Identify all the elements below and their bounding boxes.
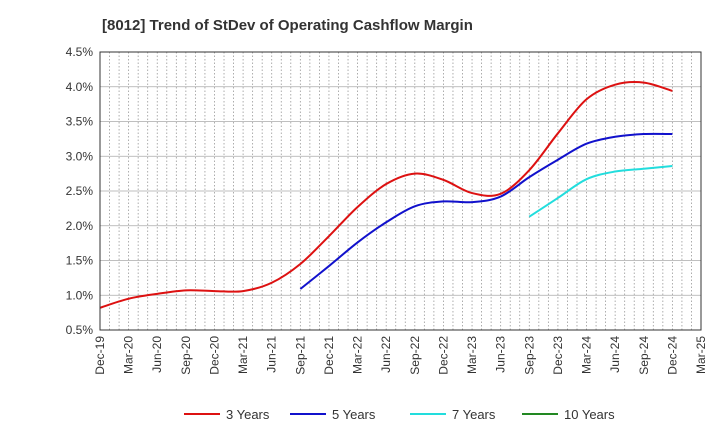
x-tick-label: Mar-23: [465, 336, 479, 374]
x-tick-label: Mar-20: [122, 336, 136, 374]
x-tick-label: Dec-22: [436, 336, 450, 375]
x-tick-label: Sep-24: [637, 336, 651, 375]
x-tick-label: Dec-24: [665, 336, 679, 375]
y-axis: 0.5% 1.0% 1.5% 2.0% 2.5% 3.0% 3.5% 4.0% 4.5%: [66, 45, 94, 337]
y-tick-label: 1.5%: [66, 254, 94, 268]
x-tick-label: Jun-21: [265, 336, 279, 373]
y-tick-label: 1.0%: [66, 288, 94, 302]
series-line-3-years: [99, 81, 673, 309]
x-tick-label: Sep-21: [293, 336, 307, 375]
y-tick-label: 2.0%: [66, 219, 94, 233]
plot-border: [99, 51, 702, 331]
x-tick-label: Jun-23: [494, 336, 508, 373]
y-tick-label: 3.5%: [66, 115, 94, 129]
x-tick-label: Dec-21: [322, 336, 336, 375]
x-tick-label: Mar-21: [236, 336, 250, 374]
x-tick-label: Mar-24: [580, 336, 594, 374]
x-tick-label: Jun-20: [150, 336, 164, 373]
x-tick-label: Sep-22: [408, 336, 422, 375]
y-tick-label: 4.0%: [66, 80, 94, 94]
x-tick-label: Dec-23: [551, 336, 565, 375]
y-tick-label: 0.5%: [66, 323, 94, 337]
x-axis: Dec-19 Mar-20 Jun-20 Sep-20 Dec-20 Mar-21 Jun-…: [93, 336, 708, 375]
legend-label: 10 Years: [564, 407, 615, 422]
y-tick-label: 2.5%: [66, 184, 94, 198]
legend-label: 7 Years: [452, 407, 496, 422]
series-lines: [99, 81, 673, 309]
x-tick-label: Jun-22: [379, 336, 393, 373]
x-tick-label: Sep-20: [179, 336, 193, 375]
y-tick-label: 4.5%: [66, 45, 94, 59]
legend-label: 5 Years: [332, 407, 376, 422]
legend-label: 3 Years: [226, 407, 270, 422]
x-tick-label: Dec-20: [207, 336, 221, 375]
y-tick-label: 3.0%: [66, 149, 94, 163]
series-line-7-years: [528, 164, 673, 218]
x-tick-label: Sep-23: [522, 336, 536, 375]
series-line-5-years: [299, 132, 673, 290]
x-tick-label: Dec-19: [93, 336, 107, 375]
x-tick-label: Jun-24: [608, 336, 622, 373]
legend: 3 Years 5 Years 7 Years 10 Years: [184, 407, 615, 422]
x-tick-label: Mar-22: [351, 336, 365, 374]
x-tick-label: Mar-25: [694, 336, 708, 374]
chart-title: [8012] Trend of StDev of Operating Cashf…: [102, 17, 473, 34]
